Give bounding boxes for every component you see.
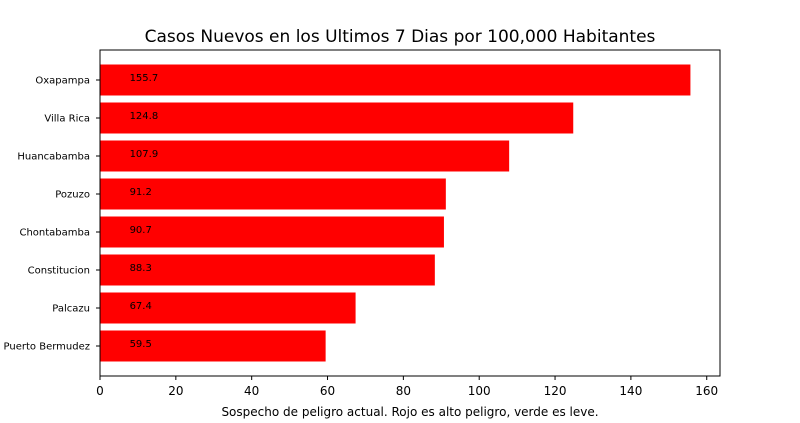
data-labels: 155.7 124.8 107.9 91.2 90.7 88.3 67.4 59.5 xyxy=(130,73,159,350)
category-labels: Oxapampa Villa Rica Huancabamba Pozuzo Chont… xyxy=(4,76,100,353)
data-label: 88.3 xyxy=(130,263,152,274)
bar xyxy=(100,292,356,324)
category-label: Villa Rica xyxy=(44,114,90,125)
bar xyxy=(100,140,510,172)
x-axis-ticks: 0 20 40 60 80 100 120 140 160 xyxy=(96,376,718,398)
x-tick-label: 100 xyxy=(468,384,491,398)
chart-title: Casos Nuevos en los Ultimos 7 Dias por 1… xyxy=(145,27,656,47)
x-tick-label: 40 xyxy=(244,384,259,398)
bar xyxy=(100,178,446,210)
data-label: 91.2 xyxy=(130,187,152,198)
bar xyxy=(100,64,691,96)
bar xyxy=(100,330,326,362)
bar-group xyxy=(100,64,691,362)
data-label: 124.8 xyxy=(130,111,159,122)
x-tick-label: 120 xyxy=(544,384,567,398)
data-label: 90.7 xyxy=(130,225,152,236)
data-label: 59.5 xyxy=(130,339,152,350)
category-label: Pozuzo xyxy=(55,190,90,201)
category-label: Constitucion xyxy=(28,266,90,277)
x-tick-label: 80 xyxy=(396,384,411,398)
data-label: 155.7 xyxy=(130,73,159,84)
x-tick-label: 20 xyxy=(168,384,183,398)
category-label: Palcazu xyxy=(52,304,90,315)
bar xyxy=(100,254,435,286)
x-tick-label: 60 xyxy=(320,384,335,398)
category-label: Huancabamba xyxy=(17,152,90,163)
x-tick-label: 140 xyxy=(619,384,642,398)
data-label: 107.9 xyxy=(130,149,159,160)
x-tick-label: 160 xyxy=(695,384,718,398)
category-label: Chontabamba xyxy=(19,228,90,239)
x-tick-label: 0 xyxy=(96,384,104,398)
bar xyxy=(100,102,574,134)
x-axis-label: Sospecho de peligro actual. Rojo es alto… xyxy=(221,405,598,419)
plot-frame xyxy=(99,49,721,377)
category-label: Puerto Bermudez xyxy=(4,342,90,353)
data-label: 67.4 xyxy=(130,301,152,312)
bar xyxy=(100,216,444,248)
category-label: Oxapampa xyxy=(35,76,90,87)
